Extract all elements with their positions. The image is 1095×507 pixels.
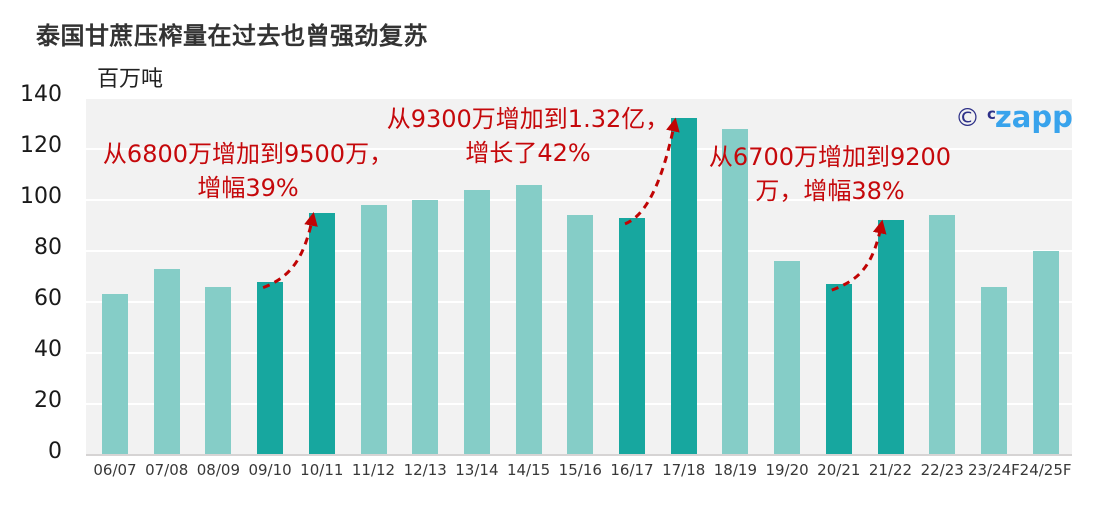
x-tick-14/15: 14/15 — [506, 461, 551, 479]
y-tick-80: 80 — [34, 235, 62, 260]
x-tick-08/09: 08/09 — [196, 461, 240, 479]
annotation-line: 从6800万增加到9500万， — [102, 140, 394, 168]
copyright-icon: © — [955, 103, 980, 132]
x-tick-18/19: 18/19 — [713, 461, 757, 479]
y-tick-60: 60 — [34, 286, 62, 311]
x-tick-11/12: 11/12 — [351, 461, 396, 479]
x-tick-15/16: 15/16 — [558, 461, 602, 479]
x-tick-09/10: 09/10 — [248, 461, 292, 479]
x-tick-22/23: 22/23 — [920, 461, 964, 479]
annotation-line: 增幅39% — [197, 174, 299, 202]
gridline — [86, 199, 1072, 201]
x-tick-19/20: 19/20 — [765, 461, 809, 479]
x-tick-24/25F: 24/25F — [1019, 461, 1072, 479]
logo-wordmark: zapp — [994, 100, 1073, 134]
y-tick-40: 40 — [34, 337, 62, 362]
bar-22/23 — [929, 215, 956, 455]
bar-07/08 — [153, 268, 180, 455]
x-tick-21/22: 21/22 — [868, 461, 913, 479]
bar-19/20 — [774, 261, 801, 455]
x-tick-17/18: 17/18 — [662, 461, 706, 479]
bar-24/25F — [1032, 251, 1059, 455]
bar-12/13 — [412, 200, 439, 455]
annotation-line: 增长了42% — [465, 139, 591, 167]
annotation-2020-2021-growth: 从6700万增加到9200 万，增幅38% — [698, 140, 962, 208]
bar-23/24F — [980, 286, 1007, 455]
bar-09/10 — [257, 281, 284, 455]
y-tick-120: 120 — [20, 133, 62, 158]
y-axis-unit-label: 百万吨 — [97, 67, 164, 92]
gridline — [86, 148, 1072, 150]
bar-08/09 — [205, 286, 232, 455]
logo-c-superscript: c — [987, 105, 996, 123]
x-tick-13/14: 13/14 — [455, 461, 499, 479]
y-tick-140: 140 — [20, 82, 62, 107]
bar-14/15 — [515, 184, 542, 455]
bar-13/14 — [463, 189, 490, 455]
bar-11/12 — [360, 205, 387, 455]
plot-area — [86, 97, 1072, 455]
chart-title: 泰国甘蔗压榨量在过去也曾强劲复苏 — [36, 22, 428, 50]
x-tick-06/07: 06/07 — [93, 461, 137, 479]
annotation-line: 从9300万增加到1.32亿， — [386, 105, 670, 133]
x-tick-16/17: 16/17 — [610, 461, 654, 479]
annotation-line: 万，增幅38% — [755, 177, 905, 205]
x-tick-20/21: 20/21 — [817, 461, 861, 479]
gridline — [86, 97, 1072, 99]
bar-16/17 — [619, 217, 645, 455]
annotation-2016-2017-growth: 从9300万增加到1.32亿， 增长了42% — [372, 102, 684, 170]
bar-18/19 — [722, 128, 749, 455]
bar-15/16 — [567, 215, 594, 455]
bar-10/11 — [308, 212, 335, 455]
bar-21/22 — [877, 220, 904, 455]
x-axis-line — [86, 454, 1072, 456]
y-tick-20: 20 — [34, 388, 62, 413]
bar-06/07 — [102, 294, 128, 455]
x-tick-10/11: 10/11 — [300, 461, 344, 479]
bar-20/21 — [825, 284, 852, 455]
y-tick-100: 100 — [20, 184, 62, 209]
annotation-2009-2010-growth: 从6800万增加到9500万， 增幅39% — [87, 137, 409, 205]
x-tick-07/08: 07/08 — [145, 461, 189, 479]
annotation-line: 从6700万增加到9200 — [708, 143, 952, 171]
x-tick-23/24F: 23/24F — [967, 461, 1020, 479]
x-tick-12/13: 12/13 — [403, 461, 447, 479]
y-tick-0: 0 — [48, 439, 62, 464]
czapp-logo: © c zapp — [955, 102, 1073, 134]
